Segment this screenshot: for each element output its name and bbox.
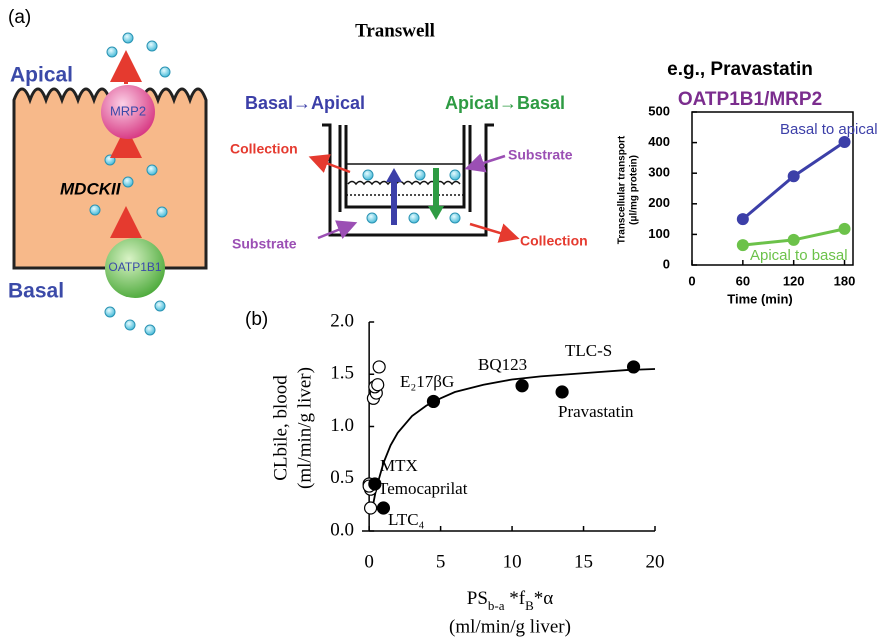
y-tick-label: 0.5 xyxy=(330,467,354,488)
point-annotation: LTC₄ xyxy=(388,510,425,529)
x-tick-label: 20 xyxy=(646,551,665,572)
y-tick-label: 300 xyxy=(648,165,670,180)
basal-label: Basal xyxy=(8,280,64,303)
collection-label: Collection xyxy=(230,141,298,157)
transwell-well xyxy=(322,125,494,235)
x-axis-label-part: B xyxy=(525,598,534,613)
x-tick-label: 5 xyxy=(436,551,446,572)
chart-subtitle: OATP1B1/MRP2 xyxy=(678,89,822,110)
substrate-dots xyxy=(363,170,460,223)
x-axis-label-part: b-a xyxy=(488,598,505,613)
data-point xyxy=(788,170,800,182)
data-point xyxy=(788,234,800,246)
x-tick-label: 60 xyxy=(736,273,750,288)
flux-arrow xyxy=(428,206,444,220)
data-point xyxy=(839,223,851,235)
figure: (a) MRP2 OATP1B1 Apical Basal MDCKII Tra… xyxy=(0,0,880,643)
y-tick-label: 400 xyxy=(648,134,670,149)
data-point xyxy=(373,361,385,373)
y-tick-label: 0 xyxy=(663,256,670,271)
data-point xyxy=(737,239,749,251)
flux-arrow xyxy=(386,168,402,182)
y-tick-label: 2.0 xyxy=(330,310,354,331)
y-tick-label: 200 xyxy=(648,195,670,210)
point-annotation: E₂17βG xyxy=(400,372,454,391)
x-tick-label: 0 xyxy=(688,273,695,288)
y-tick-label: 1.5 xyxy=(330,363,354,384)
point-annotation: BQ123 xyxy=(478,355,527,374)
substrate-label: Substrate xyxy=(232,236,297,252)
apical-label: Apical xyxy=(10,64,73,87)
data-point xyxy=(516,380,528,392)
y-tick-label: 100 xyxy=(648,226,670,241)
x-axis-label: Time (min) xyxy=(727,291,793,306)
x-axis-unit: (ml/min/g liver) xyxy=(449,616,571,637)
point-annotation: MTX xyxy=(380,456,418,475)
y-axis-label: Transcellular transport xyxy=(617,135,628,244)
data-point xyxy=(427,395,439,407)
x-tick-label: 120 xyxy=(783,273,805,288)
cell-line-label: MDCKII xyxy=(60,179,122,198)
y-tick-label: 1.0 xyxy=(330,415,354,436)
x-tick-label: 10 xyxy=(503,551,522,572)
collection-label: Collection xyxy=(520,233,588,249)
point-annotation: TLC-S xyxy=(565,341,612,360)
series-label: Basal to apical xyxy=(780,121,878,138)
series-label: Apical to basal xyxy=(750,247,848,264)
y-axis-label: CLbile, blood xyxy=(270,375,291,481)
transporter-label: OATP1B1 xyxy=(108,260,161,274)
direction-label: Basal→Apical xyxy=(245,93,365,113)
substrate-label: Substrate xyxy=(508,147,573,163)
point-annotation: Temocaprilat xyxy=(378,479,468,498)
direction-label: Apical→Basal xyxy=(445,93,565,113)
substrate-arrow xyxy=(474,156,505,166)
data-point xyxy=(556,386,568,398)
y-axis-label: (μl/mg protein) xyxy=(629,155,640,225)
y-axis-label: (ml/min/g liver) xyxy=(294,367,315,489)
chart-title: e.g., Pravastatin xyxy=(667,59,813,80)
y-tick-label: 0.0 xyxy=(330,519,354,540)
x-tick-label: 15 xyxy=(574,551,593,572)
x-axis-label: PSb-a *fB*α xyxy=(467,588,554,613)
data-point xyxy=(628,361,640,373)
x-axis-label-part: PS xyxy=(467,588,488,609)
x-axis-label-part: *f xyxy=(505,588,526,609)
x-tick-label: 180 xyxy=(834,273,856,288)
transwell-title: Transwell xyxy=(355,20,435,41)
transporter-label: MRP2 xyxy=(110,103,146,118)
panel-label: (b) xyxy=(245,309,268,330)
point-annotation: Pravastatin xyxy=(558,402,634,421)
data-point xyxy=(737,213,749,225)
x-tick-label: 0 xyxy=(364,551,374,572)
panel-label: (a) xyxy=(8,7,31,28)
x-axis-label-part: *α xyxy=(534,588,554,609)
data-point xyxy=(365,502,377,514)
y-tick-label: 500 xyxy=(648,103,670,118)
data-point xyxy=(372,379,384,391)
